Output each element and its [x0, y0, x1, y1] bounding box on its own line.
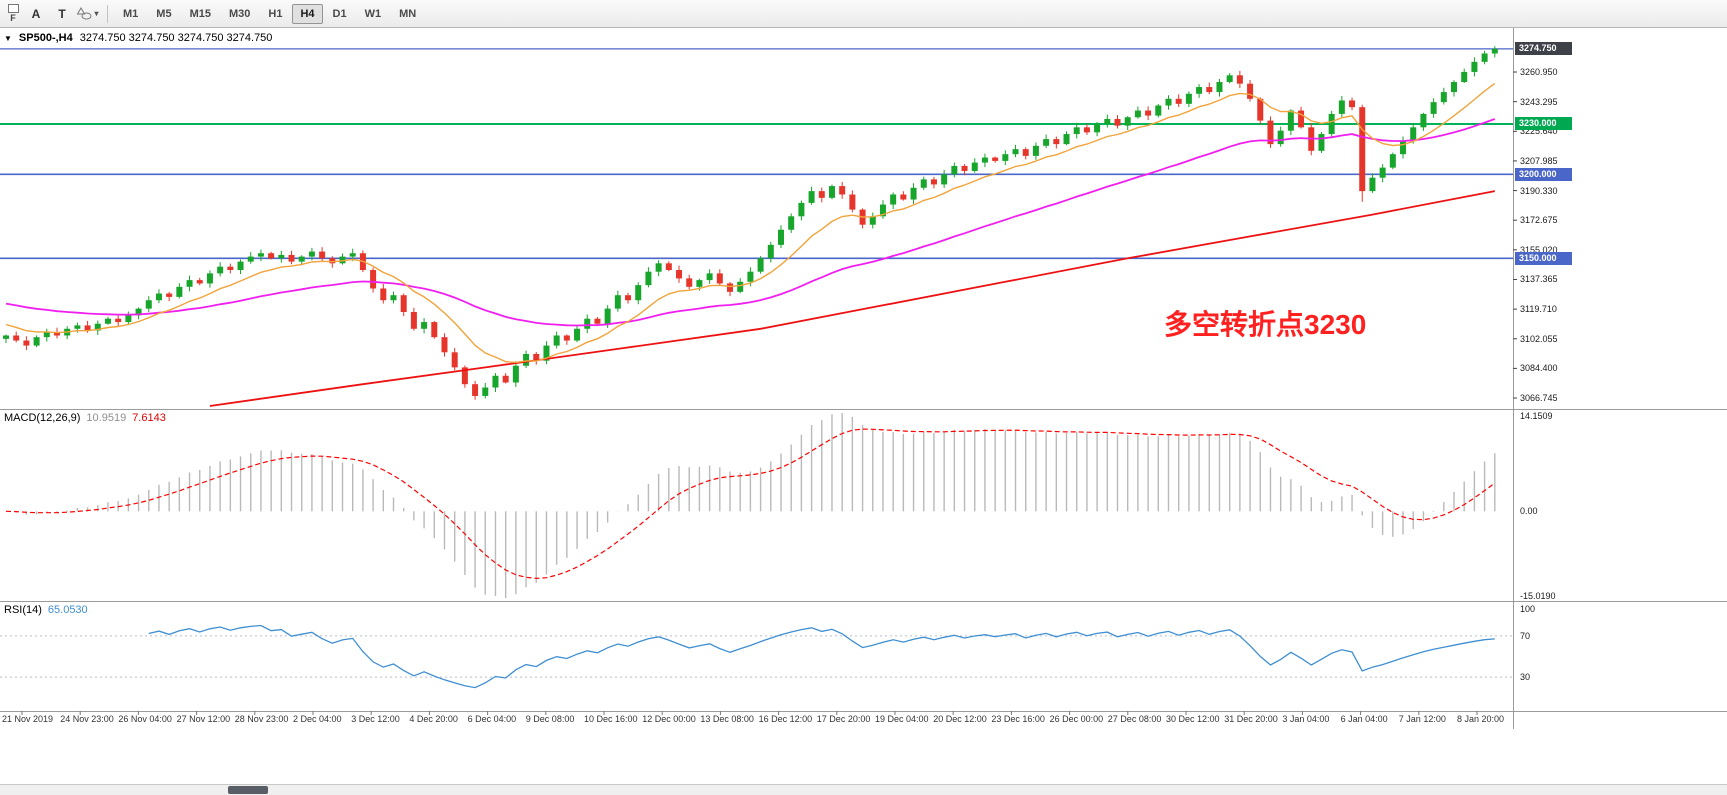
- macd-main-value: 10.9519: [86, 412, 127, 424]
- time-axis-label: 12 Dec 00:00: [642, 714, 696, 724]
- macd-signal-value: 7.6143: [132, 412, 166, 424]
- price-axis-label: 3207.985: [1520, 155, 1558, 166]
- toolbar: F A T ▾ M1 M5 M15 M30 H1 H4 D1 W1 MN: [0, 0, 1727, 28]
- macd-indicator-label: MACD(12,26,9) 10.9519 7.6143: [4, 412, 166, 424]
- price-axis-label: 3155.020: [1520, 244, 1558, 255]
- time-axis-label: 4 Dec 20:00: [409, 714, 458, 724]
- macd-histogram: [15, 413, 1496, 598]
- price-tag[interactable]: 3230.000: [1515, 117, 1572, 131]
- toolbar-grip[interactable]: F: [4, 1, 22, 27]
- shapes-icon: [77, 7, 92, 20]
- shapes-dropdown-button[interactable]: ▾: [76, 3, 100, 25]
- time-axis-label: 28 Nov 23:00: [234, 714, 289, 724]
- timeframe-button-h4[interactable]: H4: [292, 3, 323, 24]
- price-axis-label: 3243.295: [1520, 96, 1558, 107]
- rsi-value: 65.0530: [47, 604, 88, 616]
- ma-mid-line: [5, 118, 1496, 327]
- time-axis-label: 20 Dec 12:00: [933, 714, 987, 724]
- macd-axis-label: 14.1509: [1520, 411, 1553, 421]
- rsi-axis-label: 70: [1520, 630, 1531, 641]
- time-axis-label: 9 Dec 08:00: [525, 714, 575, 724]
- time-axis-label: 24 Nov 23:00: [60, 714, 114, 724]
- text-tool-a-label: A: [31, 6, 41, 21]
- ma-slow-line: [209, 190, 1495, 407]
- time-axis-label: 2 Dec 04:00: [293, 714, 342, 724]
- macd-axis-label: 0.00: [1520, 506, 1538, 517]
- timeframe-button-m5[interactable]: M5: [148, 4, 179, 24]
- rsi-axis-label: 100: [1520, 604, 1536, 614]
- ma-fast-line: [5, 82, 1496, 364]
- chart-ohlc-values: 3274.750 3274.750 3274.750 3274.750: [79, 32, 273, 44]
- time-axis-label: 3 Jan 04:00: [1282, 714, 1330, 724]
- toolbar-handle-label: F: [10, 13, 16, 23]
- time-axis-label: 26 Dec 00:00: [1049, 714, 1104, 724]
- price-axis-label: 3225.640: [1520, 126, 1558, 137]
- rsi-indicator-label: RSI(14) 65.0530: [4, 604, 88, 616]
- toolbar-separator: [107, 4, 108, 23]
- chart-symbol-timeframe: SP500-,H4: [18, 32, 73, 44]
- timeframe-button-d1[interactable]: D1: [325, 4, 355, 24]
- timeframe-button-w1[interactable]: W1: [357, 4, 390, 24]
- chevron-down-icon: ▾: [94, 9, 99, 18]
- rsi-title-text: RSI(14): [4, 604, 42, 616]
- time-axis-label: 21 Nov 2019: [2, 714, 54, 724]
- timeframe-button-m1[interactable]: M1: [115, 4, 146, 24]
- time-axis-label: 27 Dec 08:00: [1107, 714, 1162, 724]
- time-axis-label: 6 Jan 04:00: [1340, 714, 1388, 724]
- time-axis-label: 31 Dec 20:00: [1224, 714, 1278, 724]
- time-axis-label: 27 Nov 12:00: [176, 714, 231, 724]
- time-axis-label: 3 Dec 12:00: [351, 714, 400, 724]
- price-axis-label: 3066.745: [1520, 393, 1558, 404]
- price-axis-label: 3190.330: [1520, 185, 1558, 196]
- rsi-line: [148, 624, 1495, 689]
- text-label-tool-button[interactable]: T: [50, 3, 74, 25]
- timeframe-button-m30[interactable]: M30: [221, 4, 258, 24]
- time-axis-label: 17 Dec 20:00: [816, 714, 871, 724]
- macd-title-text: MACD(12,26,9): [4, 412, 81, 424]
- price-tag[interactable]: 3200.000: [1515, 167, 1572, 181]
- time-axis-label: 30 Dec 12:00: [1166, 714, 1220, 724]
- price-axis-label: 3084.400: [1520, 363, 1558, 374]
- time-axis-label: 23 Dec 16:00: [991, 714, 1045, 724]
- macd-axis-label: -15.0190: [1520, 591, 1556, 601]
- chart-annotation-text[interactable]: 多空转折点3230: [1164, 309, 1367, 340]
- time-axis-label: 10 Dec 16:00: [584, 714, 638, 724]
- chart-grid-icon: [7, 4, 19, 13]
- price-tag[interactable]: 3150.000: [1515, 251, 1572, 265]
- horizontal-scrollbar[interactable]: [0, 784, 1727, 795]
- price-axis-label: 3172.675: [1520, 215, 1558, 226]
- chart-legend: ▼ SP500-,H4 3274.750 3274.750 3274.750 3…: [4, 32, 272, 44]
- time-axis-label: 26 Nov 04:00: [118, 714, 172, 724]
- timeframe-button-mn[interactable]: MN: [391, 4, 424, 24]
- time-axis-label: 6 Dec 04:00: [467, 714, 517, 724]
- text-tool-t-label: T: [58, 6, 66, 21]
- collapse-arrow-icon[interactable]: ▼: [4, 33, 12, 43]
- text-annotation-tool-button[interactable]: A: [24, 3, 48, 25]
- candlestick-series: [3, 46, 1498, 400]
- timeframe-button-h1[interactable]: H1: [260, 4, 290, 24]
- time-axis-label: 16 Dec 12:00: [758, 714, 813, 724]
- macd-signal-line: [5, 428, 1496, 580]
- price-axis-label: 3137.365: [1520, 274, 1558, 285]
- time-axis-label: 13 Dec 08:00: [700, 714, 754, 724]
- rsi-axis-label: 30: [1520, 672, 1531, 683]
- timeframe-button-m15[interactable]: M15: [182, 4, 219, 24]
- price-tag[interactable]: 3274.750: [1515, 42, 1572, 56]
- price-axis-label: 3260.950: [1520, 67, 1558, 78]
- time-axis-label: 19 Dec 04:00: [875, 714, 929, 724]
- price-axis-label: 3119.710: [1520, 304, 1557, 315]
- price-axis-label: 3102.055: [1520, 333, 1558, 344]
- time-axis-label: 7 Jan 12:00: [1398, 714, 1446, 724]
- scrollbar-thumb[interactable]: [228, 786, 268, 794]
- time-axis-label: 8 Jan 20:00: [1457, 714, 1505, 724]
